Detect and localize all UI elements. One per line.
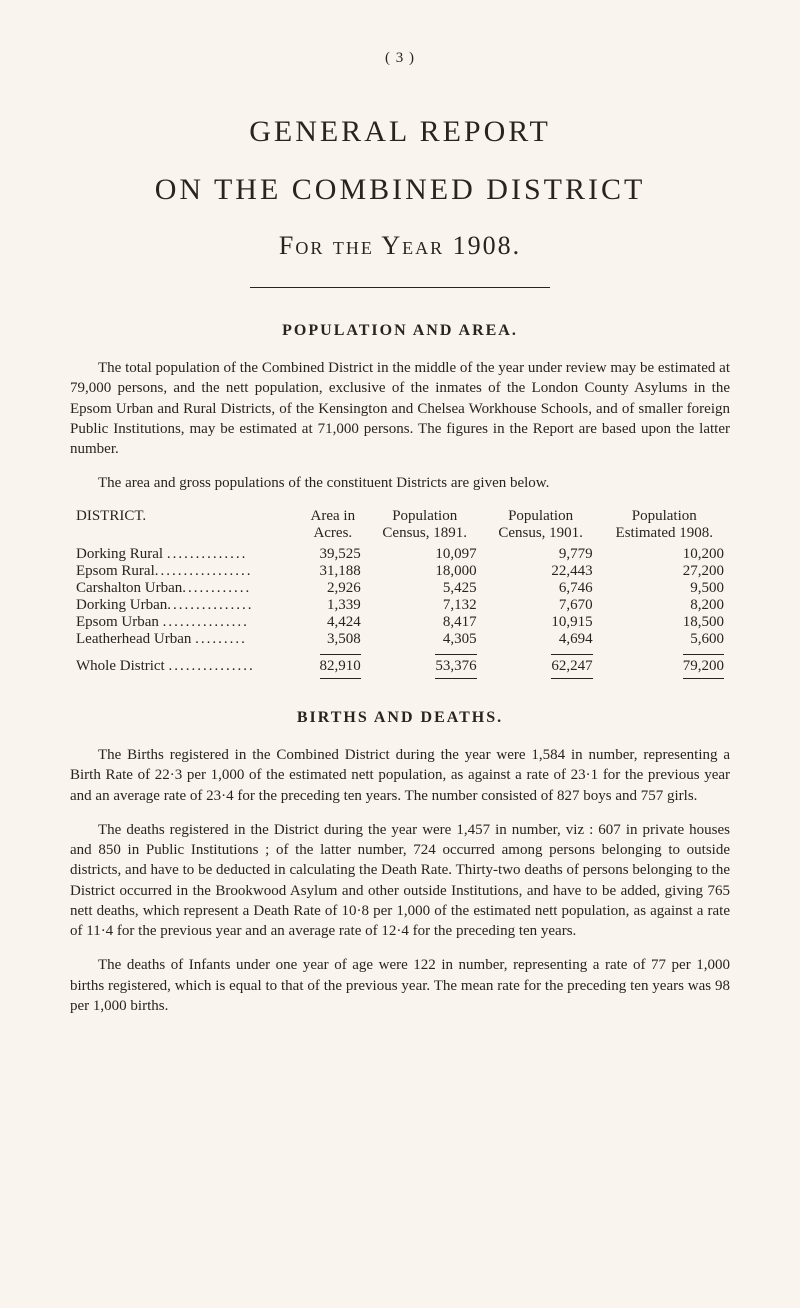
cell-p3: 79,200: [599, 648, 730, 679]
cell-area: 31,188: [299, 563, 367, 580]
row-label: Epsom Rural: [76, 563, 155, 579]
population-para-2: The area and gross populations of the co…: [70, 473, 730, 493]
cell-p2: 7,670: [483, 597, 599, 614]
table-row: Carshalton Urban............ 2,926 5,425…: [70, 580, 730, 597]
row-label: Epsom Urban: [76, 614, 159, 630]
page-number: ( 3 ): [70, 50, 730, 67]
table-total-row: Whole District ............... 82,910 53…: [70, 648, 730, 679]
table-row: Epsom Urban ............... 4,424 8,417 …: [70, 614, 730, 631]
cell-area: 4,424: [299, 614, 367, 631]
table-header-row: DISTRICT. Area in Acres. Population Cens…: [70, 508, 730, 547]
total-label: Whole District: [76, 658, 165, 674]
cell-p2: 4,694: [483, 631, 599, 648]
cell-p1: 18,000: [367, 563, 483, 580]
table-row: Epsom Rural................. 31,188 18,0…: [70, 563, 730, 580]
title-rule: [250, 287, 550, 288]
cell-p1: 8,417: [367, 614, 483, 631]
section-heading-births: BIRTHS AND DEATHS.: [70, 709, 730, 727]
cell-p2: 22,443: [483, 563, 599, 580]
cell-p2: 6,746: [483, 580, 599, 597]
births-para-1: The Births registered in the Combined Di…: [70, 745, 730, 806]
cell-p3: 9,500: [599, 580, 730, 597]
th-pop-1891: Population Census, 1891.: [367, 508, 483, 547]
row-label: Carshalton Urban: [76, 580, 182, 596]
th-district: DISTRICT.: [70, 508, 299, 547]
cell-p3: 8,200: [599, 597, 730, 614]
cell-area: 39,525: [299, 546, 367, 563]
population-table: DISTRICT. Area in Acres. Population Cens…: [70, 508, 730, 680]
title-line-1: GENERAL REPORT: [70, 115, 730, 149]
cell-p3: 18,500: [599, 614, 730, 631]
table-row: Dorking Rural .............. 39,525 10,0…: [70, 546, 730, 563]
table-row: Dorking Urban............... 1,339 7,132…: [70, 597, 730, 614]
th-pop-1901: Population Census, 1901.: [483, 508, 599, 547]
table-row: Leatherhead Urban ......... 3,508 4,305 …: [70, 631, 730, 648]
births-para-2: The deaths registered in the District du…: [70, 820, 730, 942]
cell-p2: 62,247: [483, 648, 599, 679]
th-area: Area in Acres.: [299, 508, 367, 547]
cell-area: 3,508: [299, 631, 367, 648]
cell-p2: 10,915: [483, 614, 599, 631]
table-body: Dorking Rural .............. 39,525 10,0…: [70, 546, 730, 679]
cell-p1: 5,425: [367, 580, 483, 597]
cell-p3: 10,200: [599, 546, 730, 563]
cell-p3: 27,200: [599, 563, 730, 580]
cell-area: 1,339: [299, 597, 367, 614]
births-para-3: The deaths of Infants under one year of …: [70, 955, 730, 1016]
cell-p1: 53,376: [367, 648, 483, 679]
population-para-1: The total population of the Combined Dis…: [70, 358, 730, 459]
row-label: Leatherhead Urban: [76, 631, 191, 647]
row-label: Dorking Urban: [76, 597, 167, 613]
cell-area: 82,910: [299, 648, 367, 679]
title-line-3: For the Year 1908.: [70, 231, 730, 261]
row-label: Dorking Rural: [76, 546, 163, 562]
cell-area: 2,926: [299, 580, 367, 597]
cell-p1: 4,305: [367, 631, 483, 648]
page: ( 3 ) GENERAL REPORT ON THE COMBINED DIS…: [0, 0, 800, 1090]
cell-p1: 10,097: [367, 546, 483, 563]
section-heading-population: POPULATION AND AREA.: [70, 322, 730, 340]
cell-p3: 5,600: [599, 631, 730, 648]
title-line-2: ON THE COMBINED DISTRICT: [70, 173, 730, 207]
cell-p1: 7,132: [367, 597, 483, 614]
th-pop-est: Population Estimated 1908.: [599, 508, 730, 547]
cell-p2: 9,779: [483, 546, 599, 563]
